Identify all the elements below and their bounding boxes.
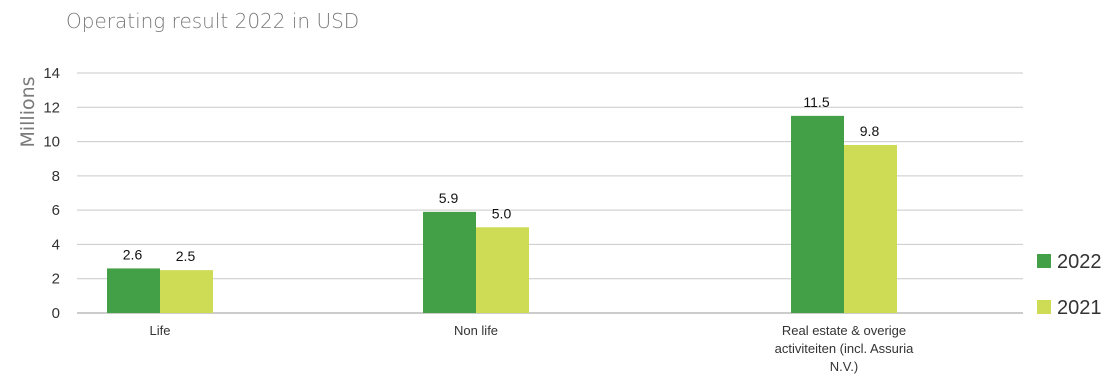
category-label: Life <box>150 323 171 338</box>
legend-swatch-2022 <box>1037 254 1051 268</box>
y-axis-label: Millions <box>17 76 39 147</box>
y-tick-label: 4 <box>52 236 60 253</box>
y-tick-label: 10 <box>43 134 60 151</box>
data-label: 9.8 <box>860 123 880 139</box>
bar-2022-2 <box>791 115 844 313</box>
bar-2021-0 <box>160 270 213 313</box>
y-tick-label: 2 <box>52 271 60 288</box>
bar-2021-2 <box>844 145 897 313</box>
bar-2022-0 <box>107 268 160 313</box>
bars <box>107 115 897 313</box>
legend-swatch-2021 <box>1037 300 1051 314</box>
legend-label-2021: 2021 <box>1057 297 1102 319</box>
category-labels: Life Non life Real estate & overige activit… <box>150 323 915 374</box>
data-label: 2.6 <box>123 246 143 262</box>
category-label: Real estate & overige <box>782 323 906 338</box>
y-tick-label: 6 <box>52 202 60 219</box>
data-label: 5.0 <box>492 205 512 221</box>
y-tick-label: 14 <box>43 65 60 82</box>
data-labels: 2.6 5.9 11.5 2.5 5.0 9.8 <box>123 94 880 264</box>
y-tick-label: 12 <box>43 99 60 116</box>
bar-2021-1 <box>476 227 529 313</box>
y-tick-label: 0 <box>52 305 60 322</box>
y-tick-label: 8 <box>52 168 60 185</box>
bar-2022-1 <box>423 211 476 313</box>
data-label: 11.5 <box>803 94 829 110</box>
data-label: 5.9 <box>439 190 459 206</box>
gridlines <box>77 72 1023 314</box>
data-label: 2.5 <box>176 248 196 264</box>
category-label: activiteiten (incl. Assuria <box>775 341 914 356</box>
chart-title: Operating result 2022 in USD <box>66 9 359 33</box>
legend: 2022 2021 <box>1037 251 1102 319</box>
legend-label-2022: 2022 <box>1057 251 1102 273</box>
category-label: N.V.) <box>830 359 858 374</box>
y-axis-ticks: 0 2 4 6 8 10 12 14 <box>43 65 60 322</box>
category-label: Non life <box>454 323 498 338</box>
